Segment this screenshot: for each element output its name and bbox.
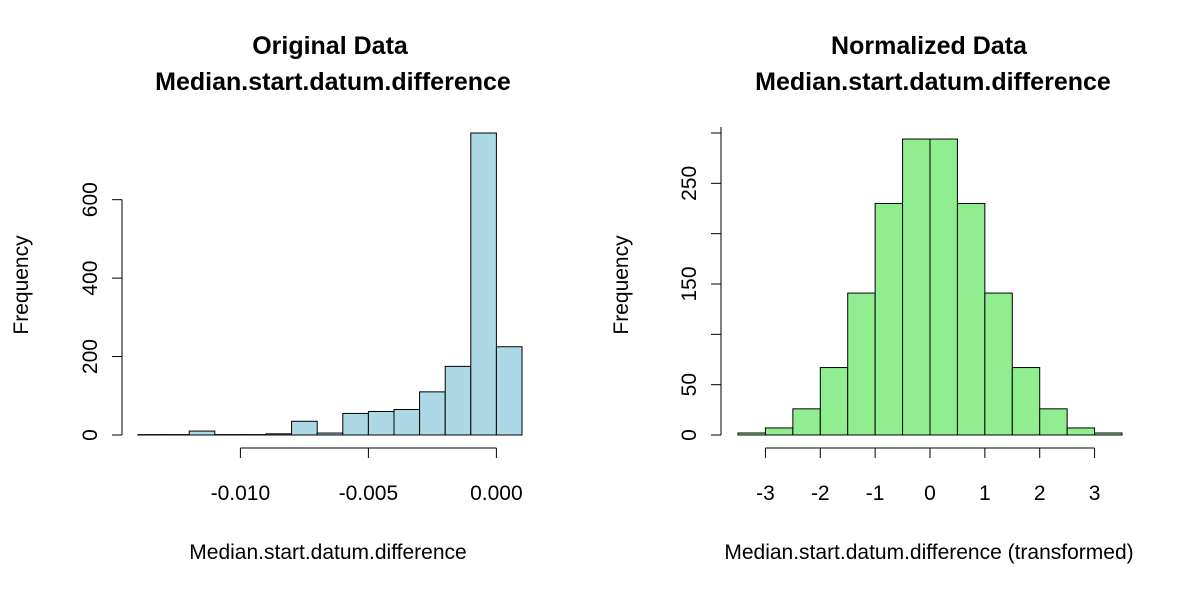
histogram-bar <box>764 427 794 436</box>
y-axis: 0 200 400 600 <box>79 182 123 441</box>
x-tick-label: 0 <box>924 482 936 505</box>
histogram-bar <box>1011 367 1041 436</box>
histogram-bar <box>819 367 849 436</box>
chart-title: Normalized Data <box>831 32 1028 60</box>
histogram-bar <box>470 132 497 436</box>
x-tick-label: 1 <box>979 482 991 505</box>
histogram-bar <box>444 365 472 436</box>
y-tick-label: 0 <box>678 429 701 441</box>
histogram-bar <box>956 202 986 436</box>
y-tick-label: 250 <box>678 166 701 201</box>
x-tick-label: 2 <box>1034 482 1046 505</box>
histogram-bar <box>342 412 369 436</box>
x-tick-label: -0.005 <box>339 482 399 505</box>
histogram-bar <box>291 420 318 436</box>
histogram-bar <box>1039 408 1068 436</box>
histogram-bar <box>792 408 821 436</box>
histogram-bar <box>847 292 876 436</box>
chart-normalized: Normalized Data Median.start.datum.diffe… <box>610 32 1134 564</box>
histogram-bars <box>137 132 523 436</box>
histogram-bar <box>902 138 931 436</box>
x-axis: -3 -2 -1 0 1 2 3 <box>756 447 1101 505</box>
y-tick-label: 50 <box>678 373 701 396</box>
x-tick-label: 3 <box>1089 482 1101 505</box>
histogram-bars <box>737 138 1123 436</box>
chart-subtitle: Median.start.datum.difference <box>755 68 1111 96</box>
histogram-bar <box>1094 432 1123 436</box>
histogram-bar <box>874 202 904 436</box>
histogram-bar <box>984 292 1013 436</box>
histogram-bar <box>188 430 216 436</box>
y-tick-label: 200 <box>79 339 102 374</box>
chart-original: Original Data Median.start.datum.differe… <box>10 32 523 564</box>
x-tick-label: -1 <box>866 482 885 505</box>
y-tick-label: 0 <box>79 429 102 441</box>
x-axis-label: Median.start.datum.difference (transform… <box>724 541 1133 564</box>
y-axis-label: Frequency <box>610 235 633 335</box>
histogram-bar <box>1066 427 1096 436</box>
histogram-bar <box>367 410 395 436</box>
histogram-bar <box>737 432 766 436</box>
y-tick-label: 600 <box>79 182 102 217</box>
chart-subtitle: Median.start.datum.difference <box>155 68 511 96</box>
histogram-bar <box>929 138 958 436</box>
histogram-bar <box>316 432 344 436</box>
x-axis-label: Median.start.datum.difference <box>189 541 466 564</box>
x-axis: -0.010 -0.005 0.000 <box>211 447 523 505</box>
x-tick-label: 0.000 <box>470 482 523 505</box>
histogram-bar <box>265 433 293 436</box>
x-tick-label: -0.010 <box>211 482 271 505</box>
y-axis: 0 50 150 250 <box>678 127 722 441</box>
y-axis-label: Frequency <box>10 235 33 335</box>
chart-title: Original Data <box>252 32 409 60</box>
x-tick-label: -2 <box>811 482 830 505</box>
histogram-bar <box>393 409 421 436</box>
x-tick-label: -3 <box>756 482 775 505</box>
y-tick-label: 150 <box>678 266 701 301</box>
histogram-bar <box>495 346 523 436</box>
y-tick-label: 400 <box>79 261 102 296</box>
histogram-bar <box>419 391 446 436</box>
